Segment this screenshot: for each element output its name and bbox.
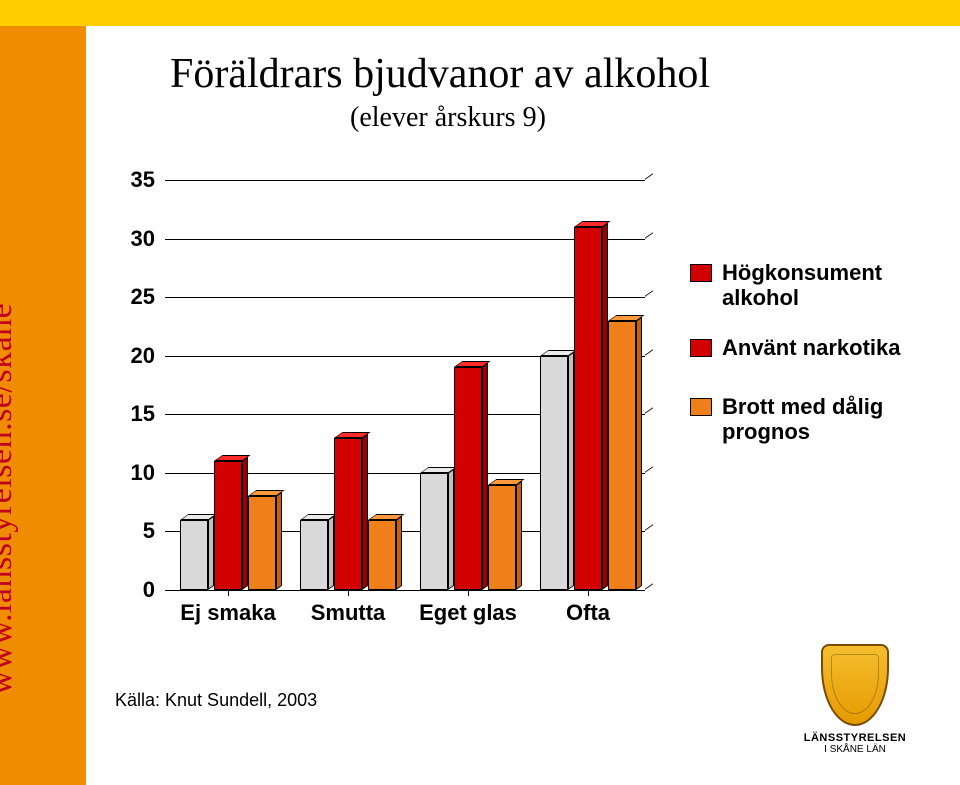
page-title: Föräldrars bjudvanor av alkohol	[170, 50, 710, 98]
x-tick-label: Eget glas	[410, 600, 526, 626]
bar	[608, 321, 636, 590]
logo-line1: LÄNSSTYRELSEN	[785, 732, 925, 744]
legend-swatch	[690, 264, 712, 282]
bar	[368, 520, 396, 590]
y-tick-label: 35	[110, 167, 155, 193]
x-tick	[468, 590, 469, 596]
legend: Högkonsument alkohol Använt narkotika Brot…	[690, 260, 930, 468]
x-tick	[588, 590, 589, 596]
gridline	[165, 180, 645, 181]
legend-label: Använt narkotika	[722, 335, 901, 360]
legend-item: Brott med dålig prognos	[690, 394, 930, 445]
bar	[248, 496, 276, 590]
y-tick-label: 0	[110, 577, 155, 603]
y-tick-label: 25	[110, 284, 155, 310]
y-tick-label: 5	[110, 518, 155, 544]
agency-logo: LÄNSSTYRELSEN I SKÅNE LÄN	[785, 644, 925, 755]
bar	[180, 520, 208, 590]
bar	[574, 227, 602, 590]
x-tick-label: Ofta	[530, 600, 646, 626]
bar	[334, 438, 362, 590]
legend-label: Högkonsument alkohol	[722, 260, 930, 311]
bar	[300, 520, 328, 590]
bar	[214, 461, 242, 590]
legend-swatch	[690, 339, 712, 357]
x-tick-label: Smutta	[290, 600, 406, 626]
logo-line2: I SKÅNE LÄN	[785, 744, 925, 755]
source-line: Källa: Knut Sundell, 2003	[115, 690, 317, 711]
gridline	[165, 590, 645, 591]
legend-swatch	[690, 398, 712, 416]
y-tick-label: 30	[110, 226, 155, 252]
side-url: www.lansstyrelsen.se/skane	[0, 303, 20, 695]
legend-label: Brott med dålig prognos	[722, 394, 930, 445]
slide: www.lansstyrelsen.se/skane Föräldrars bj…	[0, 0, 960, 785]
x-tick-label: Ej smaka	[170, 600, 286, 626]
bar	[454, 367, 482, 590]
bar	[488, 485, 516, 590]
bar	[540, 356, 568, 590]
bar-chart: 0 5 10 15 20 25 30 35 Ej smakaSmuttaEget glasOft…	[110, 170, 670, 640]
y-tick-label: 10	[110, 460, 155, 486]
legend-item: Använt narkotika	[690, 335, 930, 360]
page-subtitle: (elever årskurs 9)	[350, 102, 546, 134]
top-band	[0, 0, 960, 26]
shield-icon	[821, 644, 889, 726]
legend-item: Högkonsument alkohol	[690, 260, 930, 311]
gridline	[165, 297, 645, 298]
y-tick-label: 20	[110, 343, 155, 369]
bar	[420, 473, 448, 590]
x-tick	[348, 590, 349, 596]
y-tick-label: 15	[110, 401, 155, 427]
x-tick	[228, 590, 229, 596]
gridline	[165, 239, 645, 240]
